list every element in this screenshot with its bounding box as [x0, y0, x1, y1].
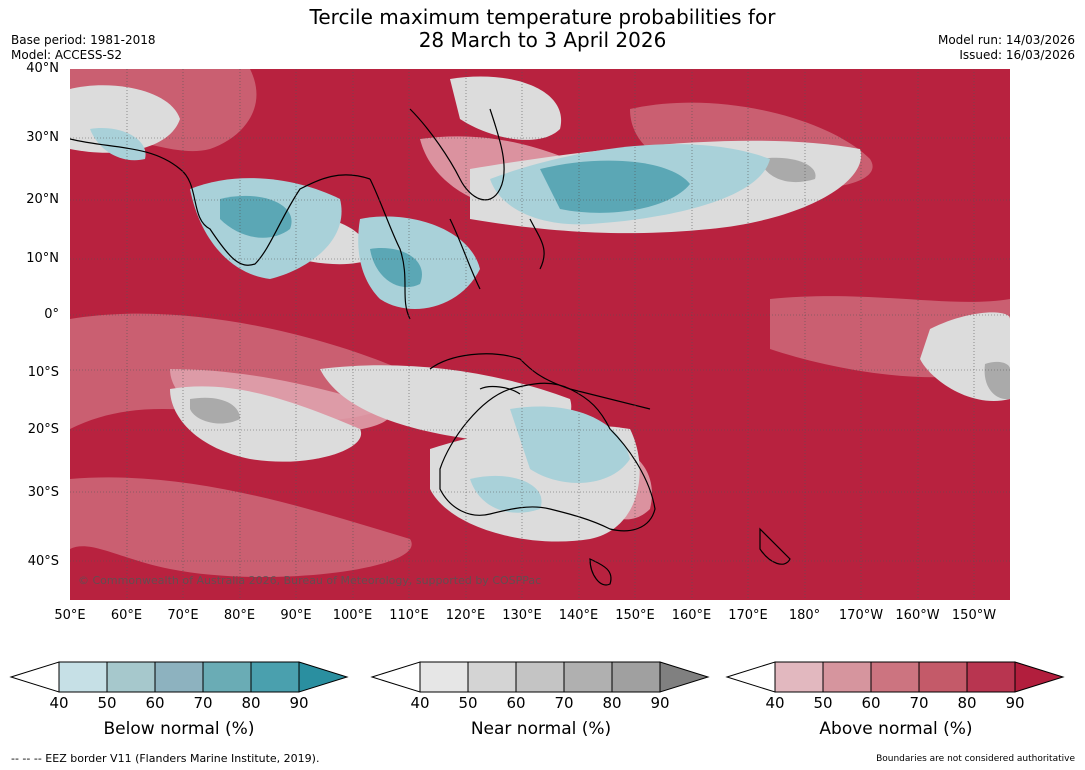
- colorbar-tick-label: 60: [861, 694, 881, 712]
- lon-label: 60°E: [110, 608, 143, 623]
- colorbar-tick-label: 80: [957, 694, 977, 712]
- colorbar-over-triangle: [659, 661, 710, 693]
- colorbar-segment: [774, 661, 824, 693]
- lat-label: 30°N: [26, 130, 59, 145]
- colorbar-segment: [154, 661, 204, 693]
- eez-legend: -- -- -- EEZ border V11 (Flanders Marine…: [11, 752, 320, 765]
- lon-label: 50°E: [54, 608, 86, 623]
- colorbar-segment: [563, 661, 613, 693]
- colorbar-tick-label: 60: [145, 694, 165, 712]
- colorbar-tick-label: 40: [410, 694, 430, 712]
- lon-label: 170°E: [728, 608, 768, 623]
- lon-label: 90°E: [280, 608, 312, 623]
- colorbar-under-triangle: [370, 661, 421, 693]
- colorbar-below-normal: [9, 661, 349, 693]
- colorbars: [9, 661, 1065, 693]
- lon-label: 120°E: [445, 608, 486, 623]
- lon-label: 70°E: [167, 608, 199, 623]
- lon-label: 160°W: [895, 608, 940, 623]
- lon-label: 110°E: [389, 608, 429, 623]
- probability-map: [70, 69, 1010, 600]
- model-name: Model: ACCESS-S2: [11, 48, 123, 62]
- colorbar-tick-label: 70: [554, 694, 574, 712]
- lat-label: 30°S: [27, 485, 59, 500]
- colorbar-under-triangle: [725, 661, 776, 693]
- lon-label: 130°E: [502, 608, 542, 623]
- copyright-notice: © Commonwealth of Australia 2026, Bureau…: [78, 574, 542, 587]
- lat-label: 10°N: [26, 251, 59, 266]
- colorbar-segment: [202, 661, 252, 693]
- colorbar-tick-label: 40: [765, 694, 785, 712]
- boundaries-disclaimer: Boundaries are not considered authoritat…: [876, 754, 1075, 764]
- colorbar-tick-label: 90: [289, 694, 309, 712]
- lon-label: 80°E: [223, 608, 256, 623]
- lon-label: 100°E: [332, 608, 373, 623]
- map-title-line1: Tercile maximum temperature probabilitie…: [309, 5, 776, 29]
- colorbar-title-above: Above normal (%): [819, 719, 973, 739]
- colorbar-title-below: Below normal (%): [103, 719, 255, 739]
- colorbar-tick-label: 70: [909, 694, 929, 712]
- colorbar-segment: [966, 661, 1016, 693]
- colorbar-segment: [822, 661, 872, 693]
- colorbar-segment: [870, 661, 920, 693]
- colorbar-above-normal: [725, 661, 1065, 693]
- map-title-line2: 28 March to 3 April 2026: [418, 28, 667, 52]
- colorbar-tick-label: 50: [813, 694, 833, 712]
- lon-label: 160°E: [671, 608, 712, 623]
- colorbar-near-normal: [370, 661, 710, 693]
- graticule: [70, 69, 1010, 600]
- lat-label: 40°N: [26, 61, 59, 76]
- colorbar-tick-label: 50: [458, 694, 478, 712]
- lon-label: 180°: [788, 608, 821, 623]
- colorbar-tick-label: 90: [650, 694, 670, 712]
- colorbar-tick-label: 50: [97, 694, 117, 712]
- lat-label: 20°S: [27, 422, 59, 437]
- colorbar-tick-label: 80: [241, 694, 261, 712]
- colorbar-segment: [918, 661, 968, 693]
- colorbar-segment: [611, 661, 661, 693]
- colorbar-tick-label: 70: [193, 694, 213, 712]
- lat-label: 10°S: [27, 365, 59, 380]
- colorbar-tick-label: 80: [602, 694, 622, 712]
- colorbar-segment: [419, 661, 469, 693]
- colorbar-segment: [250, 661, 300, 693]
- coastlines: [70, 108, 791, 586]
- lon-label: 150°W: [951, 608, 997, 623]
- colorbar-segment: [515, 661, 565, 693]
- lat-label: 40°S: [27, 554, 59, 569]
- colorbar-over-triangle: [1014, 661, 1065, 693]
- lon-label: 170°W: [838, 608, 884, 623]
- colorbar-segment: [58, 661, 108, 693]
- colorbar-under-triangle: [9, 661, 60, 693]
- lon-label: 140°E: [558, 608, 599, 623]
- colorbar-title-near: Near normal (%): [470, 719, 612, 739]
- colorbar-tick-label: 60: [506, 694, 526, 712]
- issued-date: Issued: 16/03/2026: [959, 48, 1075, 62]
- lat-label: 0°: [44, 307, 59, 322]
- colorbar-segment: [467, 661, 517, 693]
- base-period: Base period: 1981-2018: [11, 33, 156, 47]
- near-normal-strong-areas: [190, 157, 1010, 424]
- model-run: Model run: 14/03/2026: [937, 33, 1075, 47]
- colorbar-over-triangle: [298, 661, 349, 693]
- colorbar-tick-label: 90: [1005, 694, 1025, 712]
- colorbar-segment: [106, 661, 156, 693]
- colorbar-tick-label: 40: [49, 694, 69, 712]
- lat-label: 20°N: [26, 192, 59, 207]
- lon-label: 150°E: [615, 608, 655, 623]
